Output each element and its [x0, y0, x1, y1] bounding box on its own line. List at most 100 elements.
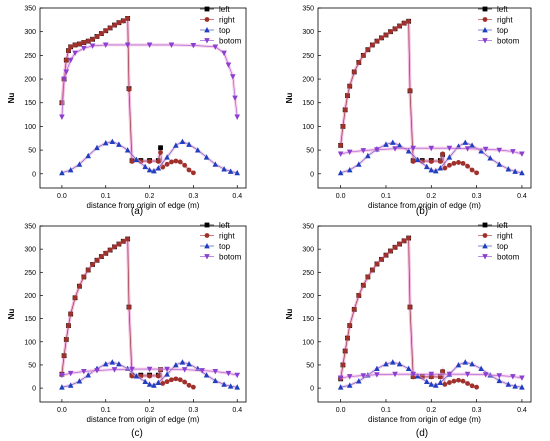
x-tick-label: 0.1 [381, 193, 391, 200]
x-tick-label: 0.3 [189, 407, 199, 414]
data-point-botom [146, 366, 153, 373]
y-tick-label: 50 [28, 148, 36, 155]
y-tick-label: 100 [302, 124, 314, 131]
series-botom [337, 145, 525, 157]
data-point-right [447, 162, 452, 168]
data-point-top [478, 148, 484, 154]
data-point-right [360, 52, 366, 58]
data-point-botom [225, 370, 232, 377]
data-point-botom [102, 42, 109, 48]
data-point-top [186, 141, 192, 147]
legend-marker-right [204, 17, 210, 22]
data-point-right [447, 380, 452, 385]
data-point-top [146, 381, 153, 387]
y-tick-label: 50 [306, 148, 314, 155]
data-point-right [456, 160, 461, 165]
data-point-right [406, 18, 412, 24]
data-point-right [342, 107, 348, 113]
x-tick-label: 0.3 [472, 407, 482, 414]
data-point-right [72, 42, 78, 48]
data-point-botom [337, 151, 344, 157]
x-axis-title: distance from origin of edge (m) [87, 415, 200, 424]
data-point-botom [496, 373, 503, 379]
series-top [59, 138, 241, 176]
series-line-left [61, 238, 161, 376]
data-point-right [388, 29, 393, 35]
y-tick-label: 150 [24, 316, 36, 323]
data-point-top [221, 381, 227, 387]
data-point-top [203, 372, 210, 378]
data-point-right [347, 83, 353, 89]
data-point-botom [392, 146, 398, 152]
data-point-top [462, 139, 469, 145]
data-point-top [155, 165, 162, 171]
series-botom [337, 371, 525, 381]
x-tick-label: 0.1 [101, 407, 111, 414]
y-tick-label: 100 [24, 124, 36, 131]
data-point-botom [225, 62, 232, 68]
data-point-right [120, 238, 126, 244]
legend-label-left: left [219, 221, 230, 230]
data-point-top [186, 361, 192, 367]
data-point-top [155, 379, 162, 385]
data-point-left [158, 145, 163, 151]
data-point-top [433, 167, 439, 174]
data-point-right [169, 159, 174, 165]
panel-label: (b) [416, 206, 428, 217]
data-point-right [90, 262, 95, 267]
series-halo-left [60, 15, 162, 162]
data-point-top [355, 161, 362, 167]
data-point-right [451, 160, 457, 166]
x-tick-label: 0.0 [57, 193, 67, 200]
data-point-right [173, 376, 179, 382]
data-point-right [191, 170, 196, 176]
data-point-right [68, 44, 74, 50]
chart-panel-1: 0.0 0.1 0.2 0.3 0.4 0 50 100 150 200 250 300 350 dist… [7, 5, 247, 217]
data-point-botom [199, 368, 205, 374]
y-tick-label: 200 [24, 77, 36, 84]
plot-frame [317, 7, 532, 189]
y-tick-label: 250 [302, 53, 314, 60]
data-point-botom [232, 95, 238, 101]
data-point-top [469, 361, 475, 367]
legend-marker-left [204, 6, 210, 12]
y-axis-title: Nu [7, 309, 16, 320]
data-point-right [465, 163, 470, 169]
data-point-right [369, 42, 375, 48]
data-point-right [94, 34, 100, 39]
data-point-top [179, 359, 186, 365]
y-tick-label: 350 [302, 224, 314, 231]
data-point-top [133, 156, 140, 162]
data-point-botom [72, 50, 78, 56]
data-point-botom [428, 145, 435, 152]
data-point-top [151, 382, 157, 388]
data-point-top [512, 168, 518, 174]
data-point-right [164, 161, 170, 167]
data-point-right [112, 22, 117, 28]
y-tick-label: 200 [302, 293, 314, 300]
data-point-top [423, 163, 430, 170]
legend-label-right: right [219, 16, 235, 25]
y-tick-label: 0 [32, 171, 36, 178]
data-point-botom [360, 373, 367, 379]
y-axis-title: Nu [7, 93, 16, 104]
x-tick-label: 0.3 [472, 193, 482, 200]
data-point-right [392, 26, 398, 32]
data-point-botom [510, 149, 516, 155]
legend-label-botom: botom [497, 253, 520, 262]
data-point-top [102, 140, 109, 146]
chart-panel-4: 0.0 0.1 0.2 0.3 0.4 0 50 100 150 200 250 300 350 dist… [285, 221, 532, 439]
data-point-botom [510, 374, 516, 380]
data-point-botom [234, 372, 241, 379]
data-point-right [342, 348, 348, 354]
data-point-right [77, 283, 82, 289]
data-point-right [98, 254, 104, 259]
data-point-right [90, 36, 95, 42]
data-point-right [469, 383, 475, 389]
legend-marker-botom [482, 254, 488, 260]
legend-marker-left [204, 222, 210, 228]
y-tick-label: 250 [302, 270, 314, 277]
data-point-top [116, 141, 122, 147]
data-point-top [212, 377, 219, 384]
